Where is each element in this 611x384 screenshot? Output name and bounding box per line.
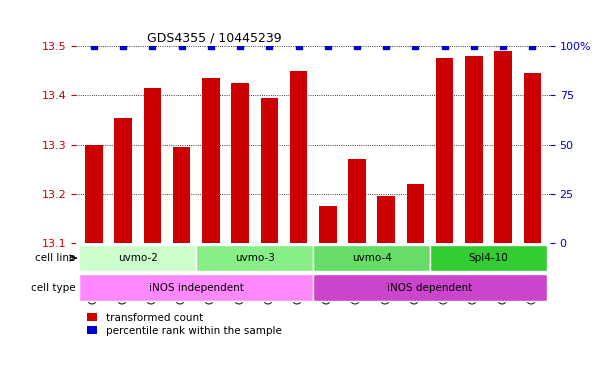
Bar (407, 184, 424, 243)
Bar (465, 56, 483, 243)
FancyBboxPatch shape (196, 245, 313, 271)
Bar (378, 196, 395, 243)
Text: cell type: cell type (31, 283, 76, 293)
Bar (85, 145, 103, 243)
Bar (290, 71, 307, 243)
Text: uvmo-4: uvmo-4 (352, 253, 392, 263)
Text: iNOS dependent: iNOS dependent (387, 283, 473, 293)
Bar (144, 88, 161, 243)
Text: Spl4-10: Spl4-10 (469, 253, 508, 263)
Legend: transformed count, percentile rank within the sample: transformed count, percentile rank withi… (82, 308, 287, 341)
Text: GDS4355 / 10445239: GDS4355 / 10445239 (147, 32, 282, 45)
Bar (348, 159, 366, 243)
FancyBboxPatch shape (313, 245, 430, 271)
Bar (319, 206, 337, 243)
Bar (232, 83, 249, 243)
Bar (202, 78, 219, 243)
Bar (524, 73, 541, 243)
Bar (173, 147, 191, 243)
FancyBboxPatch shape (313, 274, 547, 301)
Text: uvmo-3: uvmo-3 (235, 253, 274, 263)
Text: cell line: cell line (35, 253, 76, 263)
Text: iNOS independent: iNOS independent (149, 283, 244, 293)
Bar (436, 58, 453, 243)
Text: uvmo-2: uvmo-2 (118, 253, 158, 263)
Bar (114, 118, 132, 243)
Bar (494, 51, 512, 243)
FancyBboxPatch shape (79, 245, 196, 271)
FancyBboxPatch shape (430, 245, 547, 271)
Bar (260, 98, 278, 243)
FancyBboxPatch shape (79, 274, 313, 301)
